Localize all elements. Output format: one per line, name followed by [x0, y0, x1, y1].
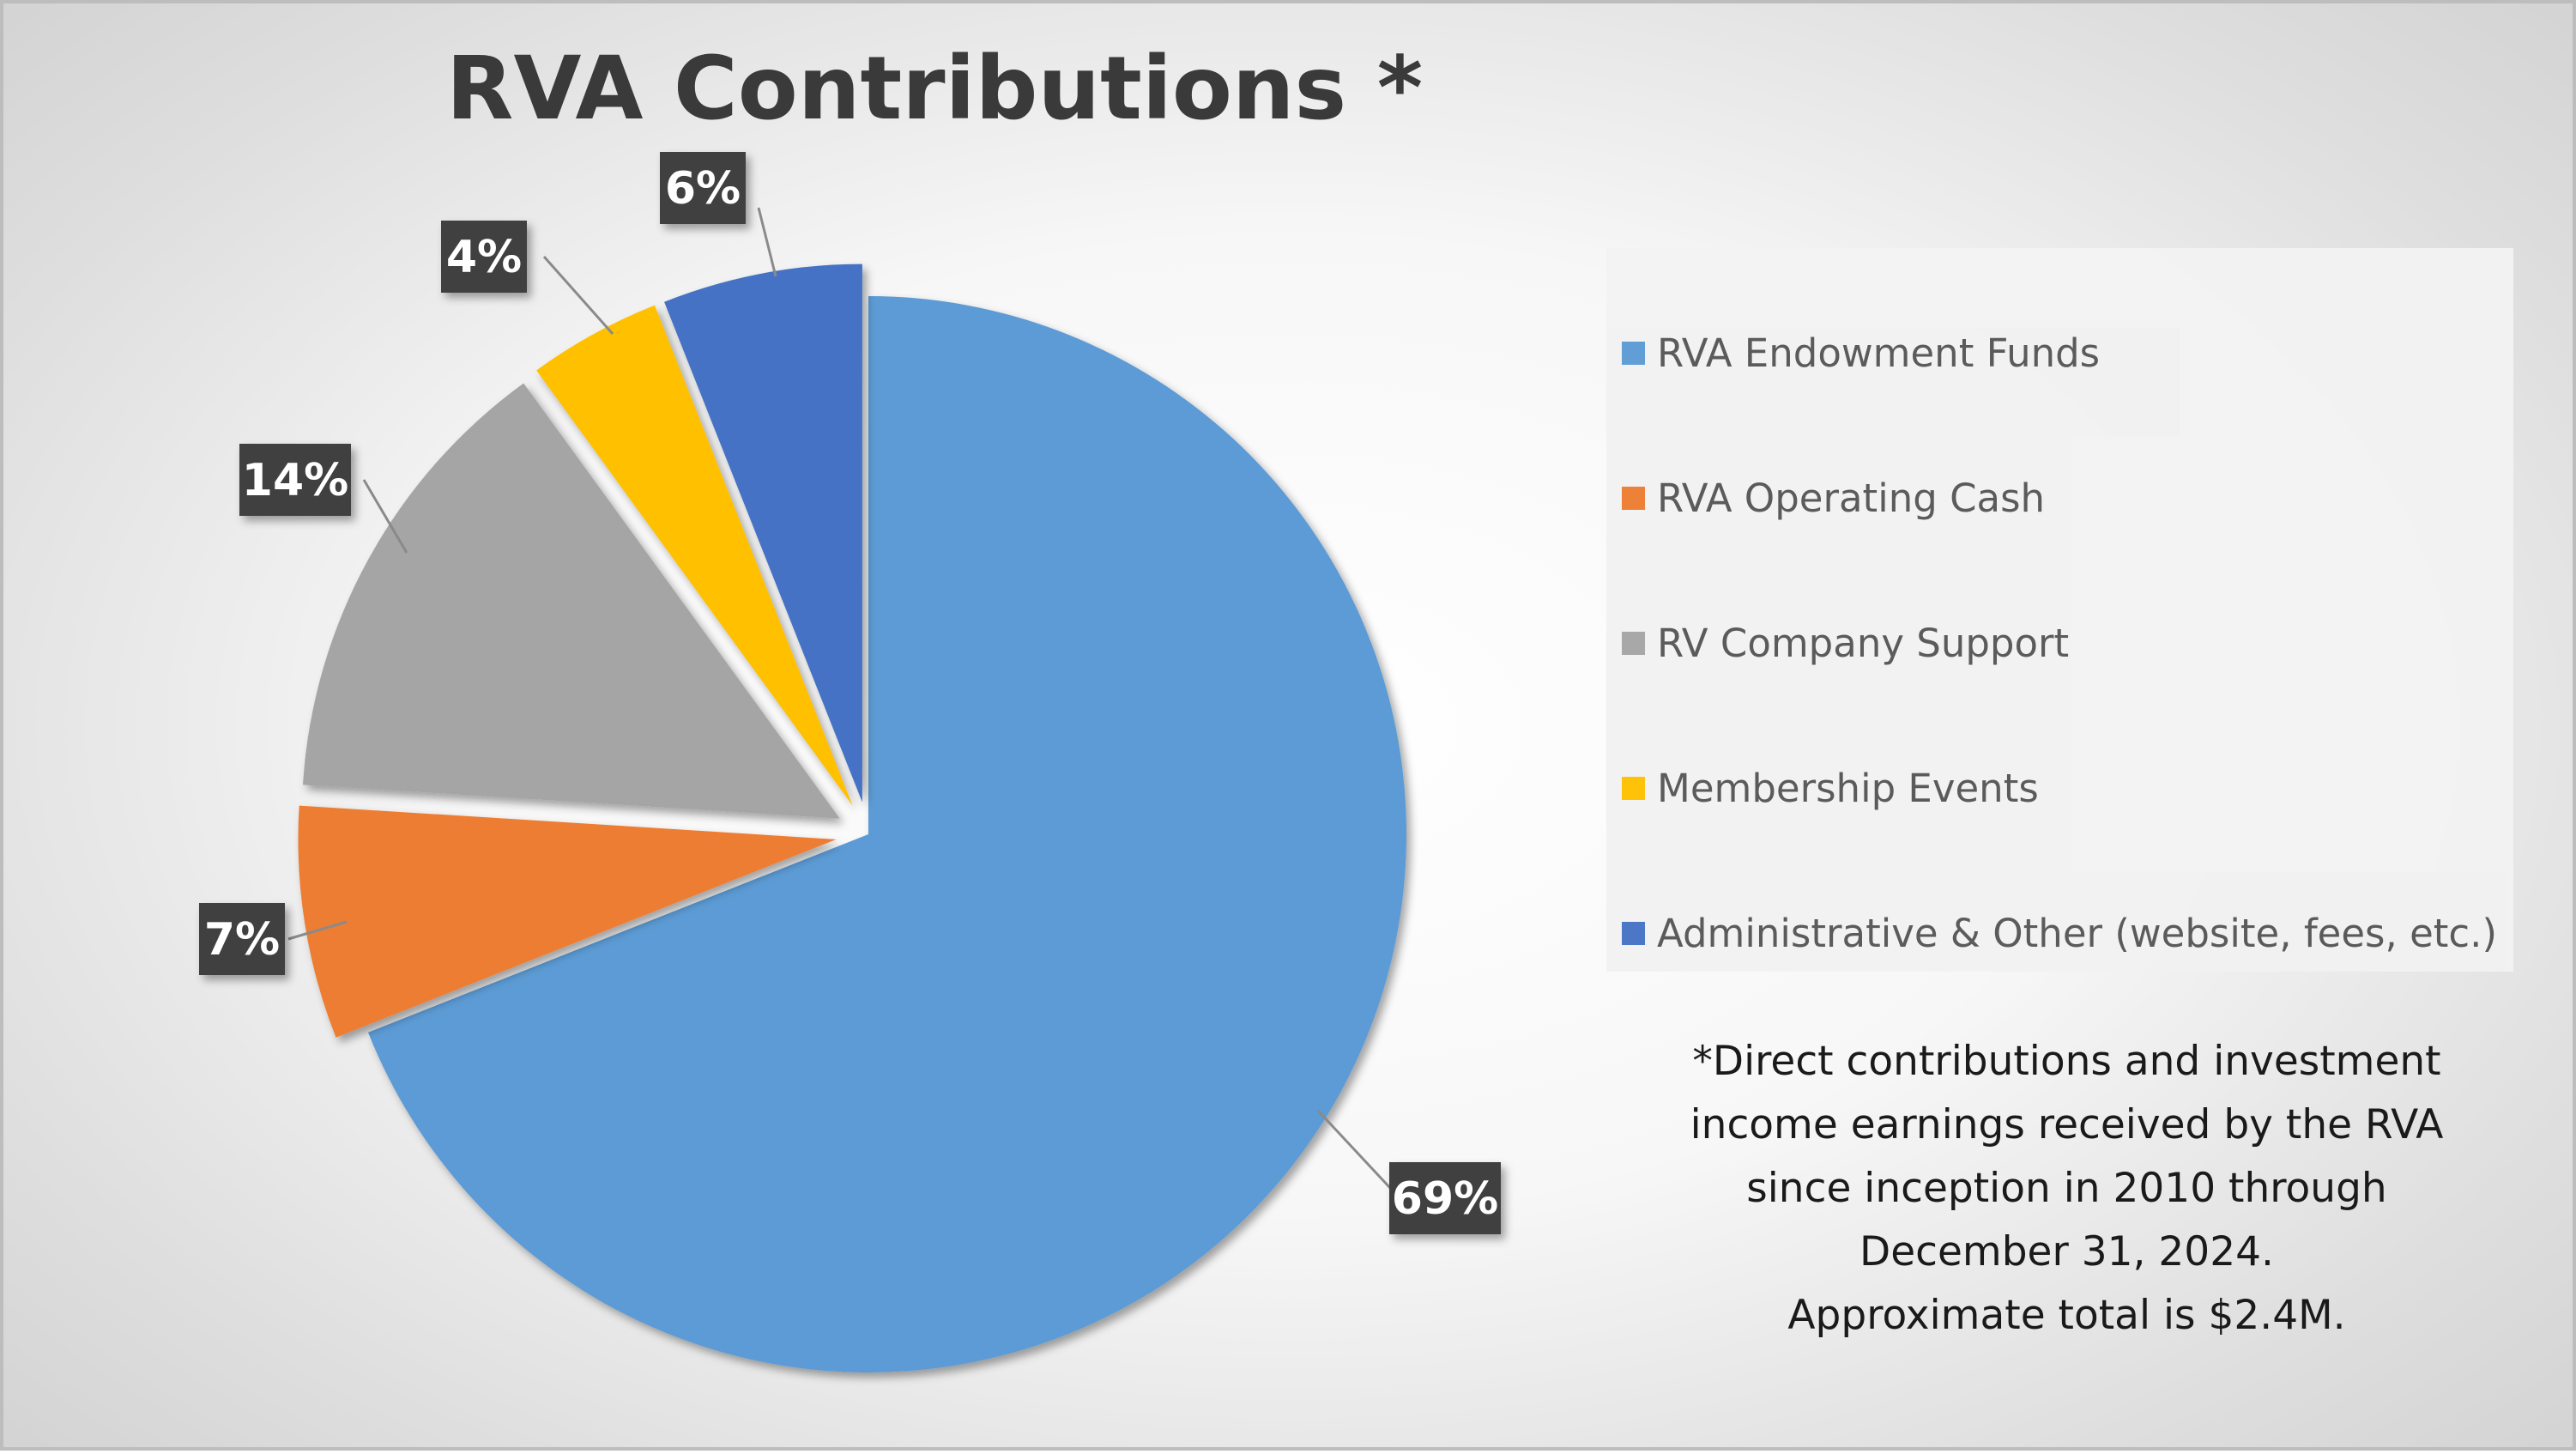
- data-label: 69%: [1392, 1173, 1498, 1225]
- footnote: *Direct contributions and investment inc…: [1593, 1030, 2541, 1348]
- data-label-box: [199, 903, 285, 975]
- footnote-line: Approximate total is $2.4M.: [1787, 1292, 2346, 1339]
- legend-swatch: [1622, 777, 1645, 800]
- data-label-box: [239, 444, 351, 516]
- data-label: 4%: [446, 232, 522, 283]
- legend-item-company-support: RV Company Support: [1622, 571, 2513, 716]
- slice-administrative: [664, 264, 862, 803]
- data-label-box: [441, 221, 527, 293]
- legend-label: Administrative & Other (website, fees, e…: [1657, 911, 2498, 956]
- legend-label: Membership Events: [1657, 766, 2039, 811]
- legend: RVA Endowment Funds RVA Operating Cash R…: [1606, 248, 2513, 972]
- footnote-line: since inception in 2010 through: [1746, 1165, 2387, 1212]
- data-label: 7%: [204, 914, 280, 966]
- legend-label: RVA Endowment Funds: [1657, 330, 2101, 376]
- leader-line: [287, 920, 348, 941]
- slice-operating-cash: [298, 805, 837, 1038]
- chart-title: RVA Contributions *: [445, 38, 1424, 140]
- data-label: 6%: [665, 163, 741, 215]
- legend-item-administrative: Administrative & Other (website, fees, e…: [1622, 861, 2513, 1006]
- legend-item-membership-events: Membership Events: [1622, 716, 2513, 861]
- data-label-box: [1389, 1162, 1501, 1234]
- legend-swatch: [1622, 922, 1645, 945]
- slice-membership-events: [536, 305, 853, 806]
- slice-endowment: [368, 296, 1407, 1373]
- legend-swatch: [1622, 632, 1645, 655]
- leader-line: [757, 207, 777, 277]
- slice-company-support: [302, 383, 840, 819]
- legend-swatch: [1622, 342, 1645, 365]
- legend-label: RV Company Support: [1657, 621, 2070, 666]
- footnote-line: income earnings received by the RVA: [1690, 1101, 2444, 1148]
- leader-line: [542, 256, 614, 335]
- footnote-line: *Direct contributions and investment: [1692, 1038, 2441, 1085]
- footnote-line: December 31, 2024.: [1859, 1228, 2274, 1275]
- pie-chart: 69% 7% 14% 4% 6%: [199, 152, 1501, 1373]
- legend-item-operating-cash: RVA Operating Cash: [1622, 426, 2513, 571]
- legend-label: RVA Operating Cash: [1657, 476, 2046, 521]
- data-label: 14%: [242, 455, 348, 506]
- data-label-box: [660, 152, 746, 224]
- legend-swatch: [1622, 487, 1645, 510]
- legend-item-endowment: RVA Endowment Funds: [1622, 281, 2513, 426]
- leader-line: [1316, 1109, 1392, 1190]
- leader-line: [362, 479, 408, 554]
